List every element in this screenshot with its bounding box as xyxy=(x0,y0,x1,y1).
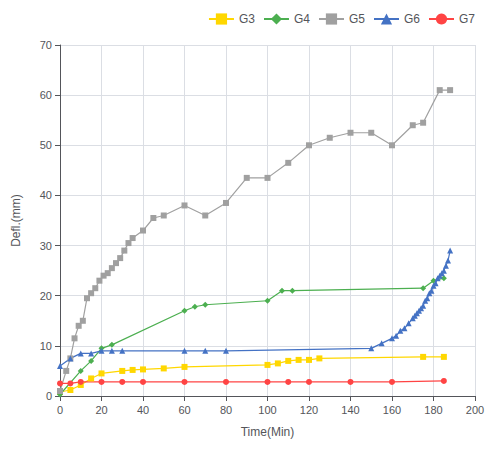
svg-text:0: 0 xyxy=(57,404,63,416)
svg-text:20: 20 xyxy=(95,404,107,416)
svg-text:50: 50 xyxy=(40,139,52,151)
svg-text:100: 100 xyxy=(258,404,276,416)
svg-text:G3: G3 xyxy=(239,12,255,26)
svg-text:10: 10 xyxy=(40,340,52,352)
svg-text:Defl.(mm): Defl.(mm) xyxy=(9,194,23,247)
svg-text:120: 120 xyxy=(300,404,318,416)
svg-text:G6: G6 xyxy=(404,12,420,26)
svg-text:G7: G7 xyxy=(459,12,475,26)
svg-text:140: 140 xyxy=(341,404,359,416)
svg-text:G5: G5 xyxy=(349,12,365,26)
svg-text:80: 80 xyxy=(220,404,232,416)
svg-text:40: 40 xyxy=(40,189,52,201)
svg-text:0: 0 xyxy=(46,390,52,402)
svg-text:180: 180 xyxy=(424,404,442,416)
svg-text:Time(Min): Time(Min) xyxy=(241,425,295,439)
svg-text:200: 200 xyxy=(466,404,484,416)
svg-text:40: 40 xyxy=(137,404,149,416)
svg-text:G4: G4 xyxy=(294,12,310,26)
svg-text:60: 60 xyxy=(40,89,52,101)
svg-text:60: 60 xyxy=(178,404,190,416)
svg-text:20: 20 xyxy=(40,290,52,302)
svg-text:160: 160 xyxy=(383,404,401,416)
svg-text:70: 70 xyxy=(40,39,52,51)
svg-text:30: 30 xyxy=(40,240,52,252)
